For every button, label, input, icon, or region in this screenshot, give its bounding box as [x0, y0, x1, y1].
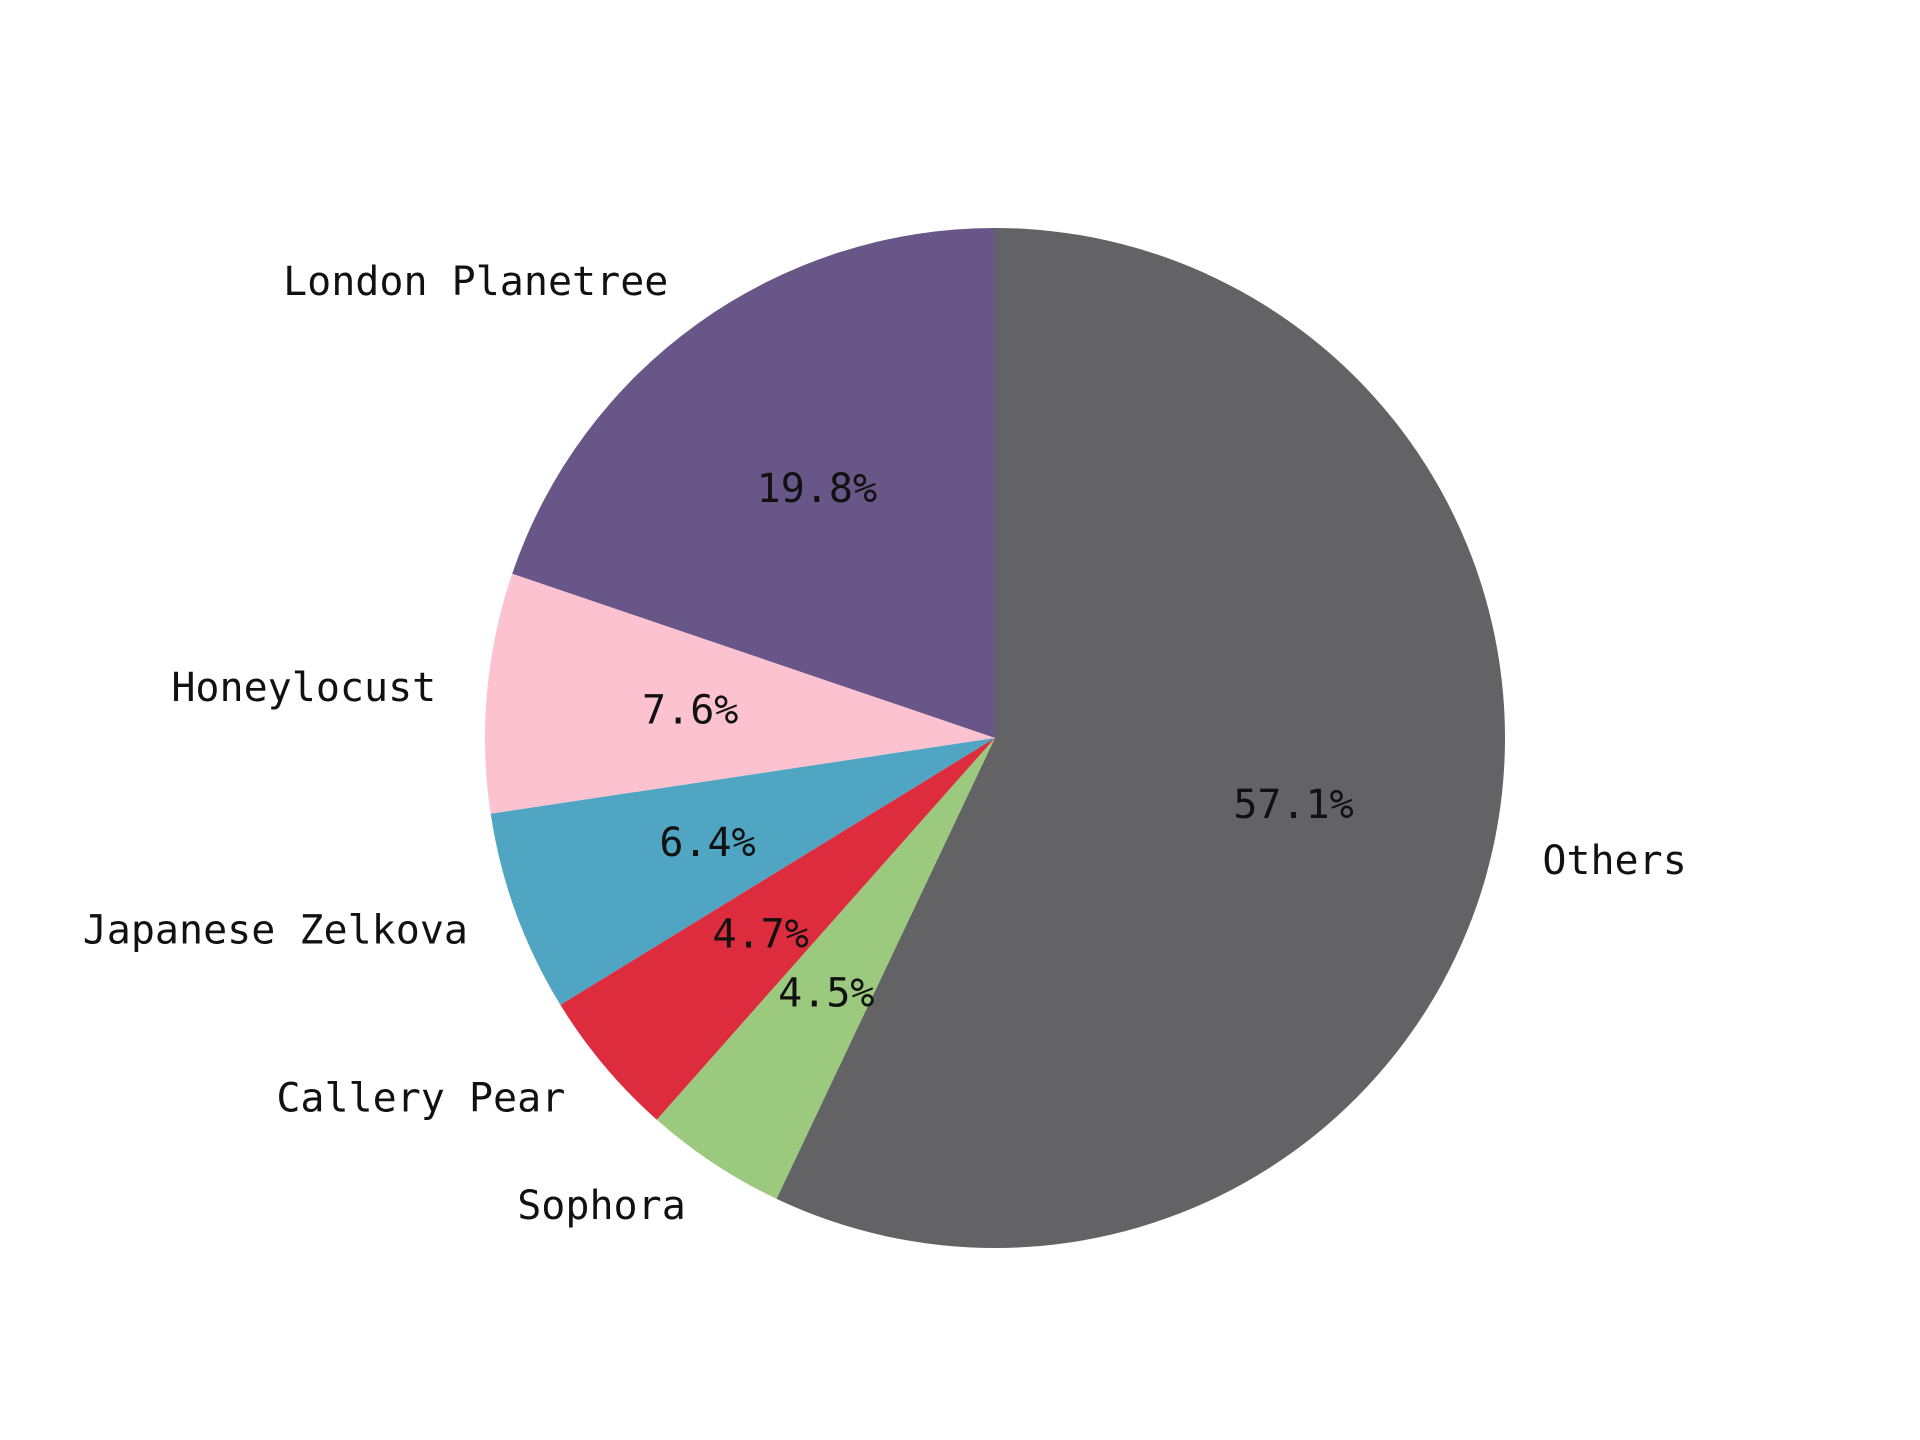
percent-label-london-planetree: 19.8% — [757, 466, 877, 512]
percent-label-sophora: 4.5% — [778, 970, 874, 1016]
pie-slices — [485, 228, 1506, 1248]
percent-labels: 19.8% 7.6% 6.4% 4.7% 4.5% 57.1% — [642, 466, 1354, 1016]
pie-slice-callery-pear — [560, 738, 995, 1120]
percent-label-honeylocust: 7.6% — [642, 688, 738, 734]
pie-slice-japanese-zelkova — [490, 738, 995, 1005]
percent-label-japanese-zelkova: 6.4% — [659, 820, 755, 866]
pie-slice-honeylocust — [485, 573, 995, 814]
category-label-callery-pear: Callery Pear — [276, 1076, 565, 1122]
category-label-japanese-zelkova: Japanese Zelkova — [83, 907, 468, 953]
percent-label-callery-pear: 4.7% — [712, 912, 808, 958]
category-label-others: Others — [1542, 838, 1687, 884]
category-labels: London Planetree Honeylocust Japanese Zelk… — [83, 259, 1687, 1229]
category-label-london-planetree: London Planetree — [283, 259, 668, 305]
percent-label-others: 57.1% — [1233, 782, 1353, 828]
category-label-honeylocust: Honeylocust — [171, 665, 436, 711]
pie-slice-others — [776, 228, 1506, 1248]
category-label-sophora: Sophora — [517, 1183, 686, 1229]
pie-slice-sophora — [656, 738, 995, 1199]
pie-slice-london-planetree — [512, 228, 995, 738]
